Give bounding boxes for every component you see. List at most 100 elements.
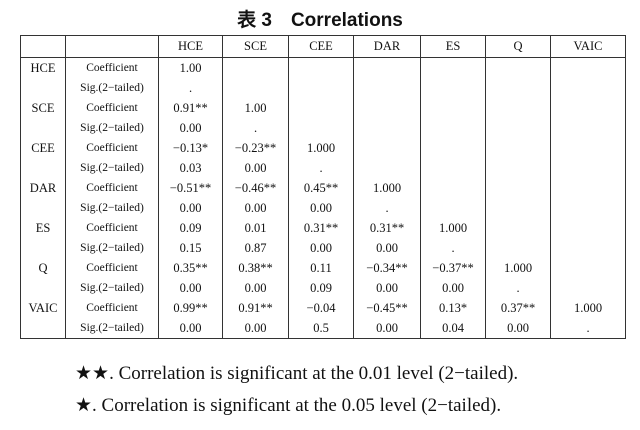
value-cell: . bbox=[222, 118, 289, 138]
table-title: 表 3 Correlations bbox=[237, 10, 403, 31]
value-cell: . bbox=[485, 278, 551, 298]
value-cell: 0.00 bbox=[353, 318, 421, 339]
value-cell bbox=[550, 57, 626, 78]
value-cell bbox=[550, 258, 626, 278]
variable-name: SCE bbox=[20, 98, 66, 118]
table-row: Sig.(2−tailed) 0.15 0.87 0.00 0.00. bbox=[20, 238, 626, 258]
value-cell bbox=[550, 158, 626, 178]
statistic-label: Coefficient bbox=[65, 298, 159, 318]
value-cell bbox=[288, 57, 354, 78]
value-cell bbox=[420, 57, 486, 78]
value-cell bbox=[550, 178, 626, 198]
value-cell: 0.31** bbox=[353, 218, 421, 238]
value-cell bbox=[420, 198, 486, 218]
value-cell bbox=[485, 118, 551, 138]
statistic-label: Coefficient bbox=[65, 98, 159, 118]
value-cell: 0.11 bbox=[288, 258, 354, 278]
value-cell: 0.00 bbox=[222, 158, 289, 178]
statistic-label: Sig.(2−tailed) bbox=[65, 238, 159, 258]
footnote: ★. Correlation is significant at the 0.0… bbox=[75, 395, 502, 416]
variable-name bbox=[20, 318, 66, 339]
variable-name: CEE bbox=[20, 138, 66, 158]
value-cell bbox=[420, 118, 486, 138]
value-cell: 0.00 bbox=[288, 238, 354, 258]
value-cell: 0.00 bbox=[222, 278, 289, 298]
value-cell bbox=[420, 158, 486, 178]
value-cell: 0.13* bbox=[420, 298, 486, 318]
variable-name bbox=[20, 118, 66, 138]
header-row: HCE SCE CEE DAR ES Q VAIC bbox=[20, 35, 626, 58]
value-cell: . bbox=[550, 318, 626, 339]
correlation-table: HCE SCE CEE DAR ES Q VAIC HCE Coefficient 1.00 Si… bbox=[20, 35, 626, 339]
value-cell: −0.04 bbox=[288, 298, 354, 318]
value-cell: 0.00 bbox=[222, 318, 289, 339]
value-cell: 0.00 bbox=[158, 198, 223, 218]
value-cell bbox=[420, 98, 486, 118]
value-cell: 0.91** bbox=[158, 98, 223, 118]
statistic-label: Sig.(2−tailed) bbox=[65, 198, 159, 218]
value-cell bbox=[550, 238, 626, 258]
value-cell bbox=[550, 138, 626, 158]
variable-name: ES bbox=[20, 218, 66, 238]
table-body: HCE Coefficient 1.00 Sig.(2−tailed). SCE Coef… bbox=[20, 57, 626, 339]
value-cell bbox=[485, 238, 551, 258]
statistic-label: Coefficient bbox=[65, 138, 159, 158]
value-cell: 0.99** bbox=[158, 298, 223, 318]
value-cell: −0.13* bbox=[158, 138, 223, 158]
value-cell bbox=[485, 57, 551, 78]
column-header: ES bbox=[420, 35, 486, 58]
value-cell: 0.00 bbox=[288, 198, 354, 218]
column-header: CEE bbox=[288, 35, 354, 58]
value-cell: 0.00 bbox=[158, 278, 223, 298]
value-cell: 1.00 bbox=[158, 57, 223, 78]
table-row: CEE Coefficient −0.13* −0.23** 1.000 bbox=[20, 138, 626, 158]
value-cell: 0.00 bbox=[158, 118, 223, 138]
value-cell: 0.09 bbox=[288, 278, 354, 298]
value-cell bbox=[485, 78, 551, 98]
footnote: ★★. Correlation is significant at the 0.… bbox=[75, 363, 519, 384]
variable-name: HCE bbox=[20, 57, 66, 78]
value-cell bbox=[485, 218, 551, 238]
value-cell: . bbox=[353, 198, 421, 218]
table-row: HCE Coefficient 1.00 bbox=[20, 57, 626, 78]
value-cell: 0.00 bbox=[420, 278, 486, 298]
value-cell: 1.000 bbox=[353, 178, 421, 198]
value-cell bbox=[288, 78, 354, 98]
value-cell: 0.00 bbox=[222, 198, 289, 218]
table-row: ES Coefficient 0.09 0.01 0.31** 0.31** 1.000 bbox=[20, 218, 626, 238]
value-cell bbox=[420, 78, 486, 98]
value-cell: 0.03 bbox=[158, 158, 223, 178]
statistic-label: Sig.(2−tailed) bbox=[65, 78, 159, 98]
statistic-label: Coefficient bbox=[65, 258, 159, 278]
column-header: VAIC bbox=[550, 35, 626, 58]
value-cell: 0.91** bbox=[222, 298, 289, 318]
value-cell bbox=[420, 138, 486, 158]
value-cell: 0.38** bbox=[222, 258, 289, 278]
value-cell bbox=[222, 57, 289, 78]
value-cell bbox=[550, 198, 626, 218]
variable-name bbox=[20, 158, 66, 178]
header-cell bbox=[65, 35, 159, 58]
value-cell: −0.51** bbox=[158, 178, 223, 198]
variable-name: Q bbox=[20, 258, 66, 278]
value-cell: −0.46** bbox=[222, 178, 289, 198]
value-cell: 0.00 bbox=[485, 318, 551, 339]
value-cell bbox=[550, 278, 626, 298]
statistic-label: Sig.(2−tailed) bbox=[65, 318, 159, 339]
value-cell bbox=[485, 158, 551, 178]
table-row: DAR Coefficient −0.51** −0.46** 0.45** 1.000 bbox=[20, 178, 626, 198]
value-cell bbox=[222, 78, 289, 98]
value-cell: 0.5 bbox=[288, 318, 354, 339]
value-cell bbox=[288, 98, 354, 118]
value-cell bbox=[353, 78, 421, 98]
value-cell: 1.000 bbox=[550, 298, 626, 318]
value-cell: 0.00 bbox=[353, 238, 421, 258]
value-cell: −0.34** bbox=[353, 258, 421, 278]
table-row: Sig.(2−tailed) 0.00. bbox=[20, 118, 626, 138]
value-cell bbox=[485, 98, 551, 118]
variable-name bbox=[20, 198, 66, 218]
value-cell: −0.45** bbox=[353, 298, 421, 318]
variable-name bbox=[20, 278, 66, 298]
statistic-label: Sig.(2−tailed) bbox=[65, 278, 159, 298]
value-cell bbox=[288, 118, 354, 138]
